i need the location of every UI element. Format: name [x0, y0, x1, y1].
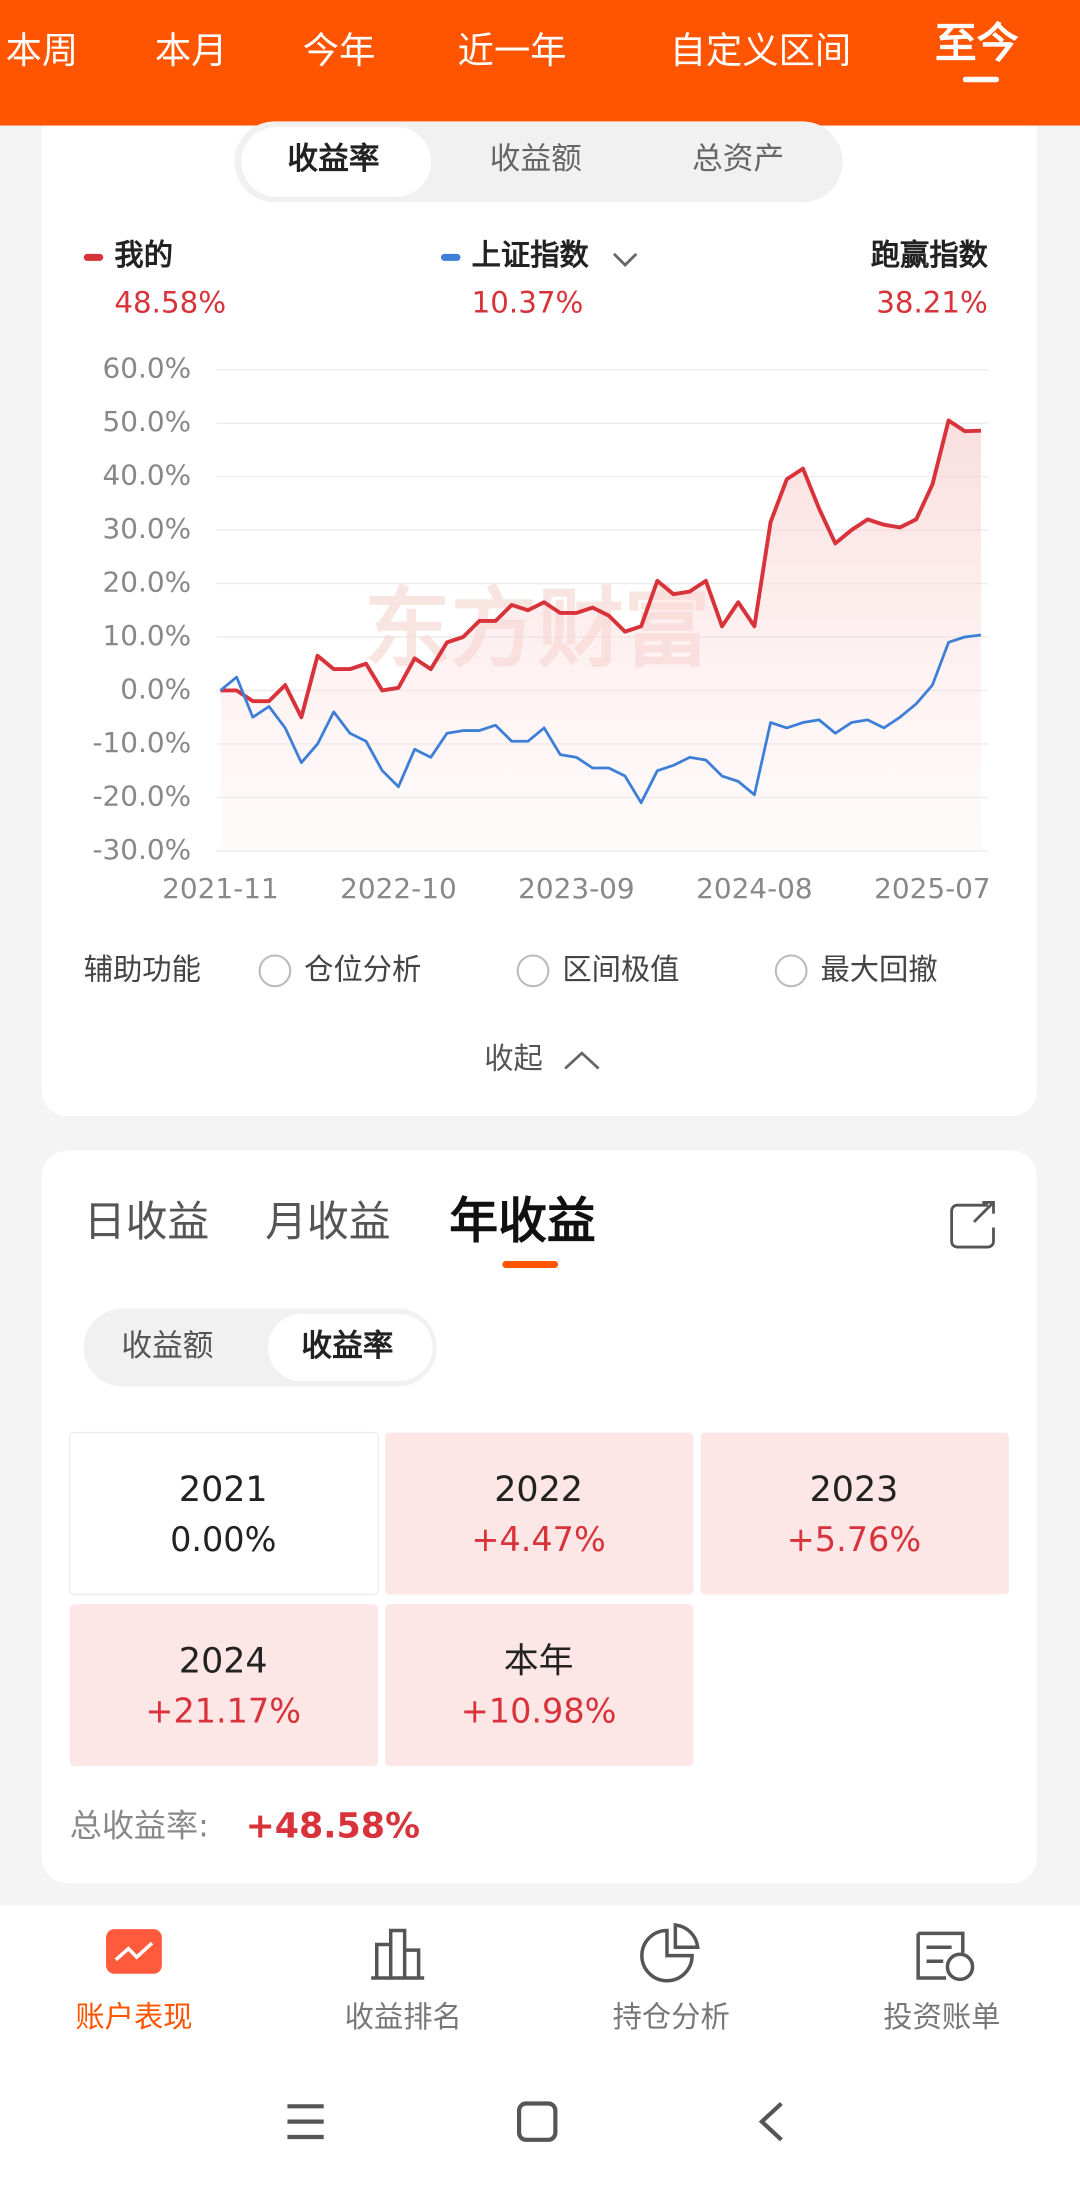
return-cell: [385, 1604, 694, 1766]
return-metric-tab[interactable]: 收益额: [121, 1329, 213, 1364]
radio[interactable]: [516, 954, 550, 988]
share-icon[interactable]: [950, 1201, 995, 1249]
menu-button[interactable]: [287, 2104, 324, 2140]
return-value: +4.47%: [471, 1520, 605, 1559]
y-tick-label: 40.0%: [103, 459, 192, 492]
return-value: +21.17%: [145, 1691, 301, 1730]
y-tick-label: 20.0%: [103, 566, 192, 599]
nav-icon[interactable]: [106, 1929, 162, 1974]
nav-label[interactable]: 持仓分析: [613, 2000, 730, 2034]
period-tab[interactable]: 至今: [935, 19, 1019, 68]
y-tick-label: 60.0%: [103, 352, 192, 385]
nav-label[interactable]: 收益排名: [345, 2000, 462, 2034]
return-year: 本年: [504, 1642, 574, 1682]
period-tab[interactable]: 今年: [303, 29, 376, 72]
return-value: +5.76%: [787, 1520, 921, 1559]
chart-card: [41, 83, 1037, 1116]
return-cell: [69, 1604, 379, 1766]
y-tick-label: 0.0%: [120, 672, 191, 705]
legend-label: 上证指数: [472, 238, 590, 272]
bottom-bar: [0, 1905, 1080, 2190]
nav-icon-glyph: [114, 1941, 154, 1962]
nav-label[interactable]: 投资账单: [883, 2000, 1000, 2034]
period-tab[interactable]: 本月: [155, 29, 228, 72]
line: [220, 418, 981, 720]
aux-title: 辅助功能: [84, 952, 201, 986]
collapse[interactable]: 收起: [484, 1042, 543, 1076]
return-cell: [69, 1431, 379, 1596]
nav-icon[interactable]: [916, 1931, 965, 1980]
period-tab[interactable]: 本周: [6, 29, 79, 72]
line: [219, 633, 982, 805]
return-metric-tab[interactable]: 收益率: [301, 1329, 393, 1364]
aux-option[interactable]: 区间极值: [562, 952, 679, 986]
home-button[interactable]: [516, 2101, 558, 2142]
y-tick-label: 50.0%: [103, 405, 192, 438]
total-label: 总收益率:: [70, 1806, 209, 1844]
x-tick-label: 2022-10: [340, 872, 457, 905]
tab-underline: [962, 76, 1000, 83]
dropdown-icon[interactable]: [612, 252, 638, 268]
selected-pill: [241, 126, 432, 197]
x-tick-label: 2024-08: [696, 872, 813, 905]
y-tick-label: -20.0%: [92, 779, 191, 812]
system-nav: [287, 2101, 783, 2142]
legend-value: 38.21%: [876, 286, 988, 320]
return-year: 2024: [179, 1642, 268, 1682]
return-cell: [385, 1432, 694, 1595]
return-cell: [700, 1432, 1009, 1595]
y-tick-label: 30.0%: [103, 512, 192, 545]
y-tick-label: -10.0%: [92, 726, 191, 759]
collapse-icon[interactable]: [564, 1051, 600, 1070]
nav-label[interactable]: 账户表现: [75, 2000, 192, 2034]
y-tick-label: 10.0%: [103, 619, 192, 652]
legend-value: 48.58%: [114, 286, 226, 320]
area: [220, 420, 981, 851]
radio[interactable]: [774, 954, 808, 988]
header: [0, 0, 1080, 126]
legend-label: 跑赢指数: [871, 238, 989, 272]
aux-option[interactable]: 最大回撤: [820, 952, 937, 986]
return-value: +10.98%: [461, 1691, 617, 1730]
total-value: +48.58%: [246, 1806, 420, 1846]
legend-value: 10.37%: [472, 286, 584, 320]
metric-tab[interactable]: 总资产: [692, 142, 784, 177]
return-year: 2022: [494, 1470, 583, 1510]
return-tab[interactable]: 年收益: [449, 1193, 595, 1250]
return-year: 2021: [179, 1470, 268, 1510]
x-tick-label: 2023-09: [518, 872, 635, 905]
return-tab[interactable]: 月收益: [265, 1197, 391, 1246]
legend-label: 我的: [114, 238, 173, 272]
y-tick-label: -30.0%: [92, 833, 191, 866]
metric-tab[interactable]: 收益额: [490, 142, 582, 177]
return-tab[interactable]: 日收益: [84, 1197, 210, 1246]
selected-pill: [267, 1314, 433, 1381]
nav-icon[interactable]: [640, 1923, 700, 1983]
return-value: 0.00%: [170, 1520, 276, 1559]
period-tab[interactable]: 近一年: [458, 29, 567, 72]
legend-swatch: [440, 253, 461, 261]
nav-icon[interactable]: [371, 1928, 425, 1980]
period-tab[interactable]: 自定义区间: [670, 29, 851, 72]
legend-swatch: [83, 253, 104, 261]
back-button[interactable]: [758, 2101, 783, 2142]
return-year: 2023: [810, 1470, 899, 1510]
metric-tab[interactable]: 收益率: [287, 142, 379, 177]
tab-underline: [502, 1260, 559, 1268]
radio[interactable]: [258, 954, 292, 988]
nav-icon: [945, 1952, 975, 1982]
aux-option[interactable]: 仓位分析: [304, 952, 421, 986]
x-tick-label: 2021-11: [162, 872, 279, 905]
nav-icons: [106, 1923, 975, 1983]
x-tick-label: 2025-07: [874, 872, 991, 905]
